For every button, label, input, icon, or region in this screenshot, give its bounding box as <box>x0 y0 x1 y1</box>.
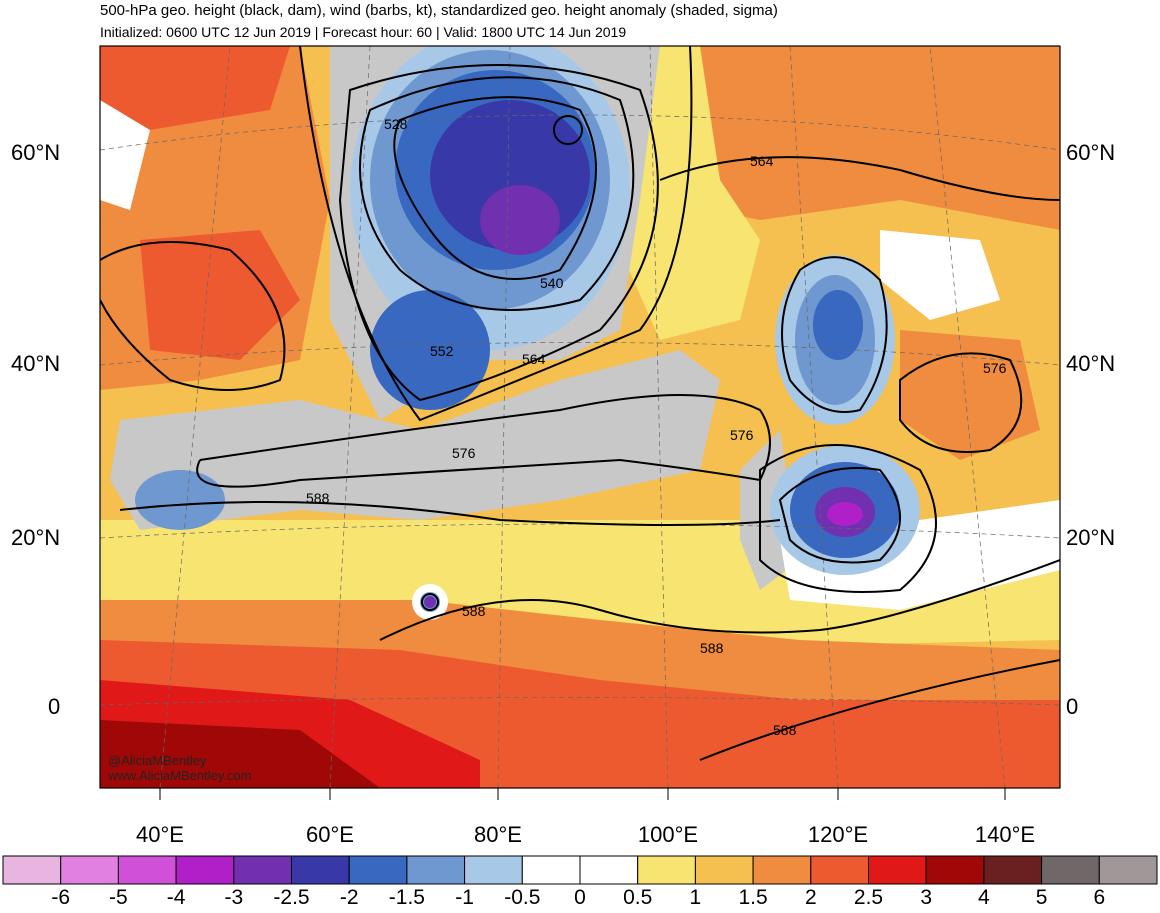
contour-label-564: 564 <box>522 351 546 367</box>
lon-label-40e: 40°E <box>136 822 184 847</box>
lat-label-right-20n: 20°N <box>1066 525 1116 550</box>
lon-label-140e: 140°E <box>974 822 1036 847</box>
lat-label-right-60n: 60°N <box>1066 140 1116 165</box>
lat-label-left-0: 0 <box>48 694 61 719</box>
colorbar-swatch <box>868 855 927 885</box>
lat-label-left-20n: 20°N <box>11 525 61 550</box>
contour-label-588: 588 <box>306 490 330 506</box>
contour-label-588: 588 <box>462 603 486 619</box>
colorbar-swatch <box>983 855 1043 885</box>
colorbar-swatch <box>810 855 869 885</box>
colorbar-swatch <box>291 855 350 885</box>
lat-label-right-40n: 40°N <box>1066 351 1116 376</box>
colorbar-swatch <box>521 855 581 885</box>
lat-label-left-40n: 40°N <box>11 351 61 376</box>
contour-label-564: 564 <box>750 153 774 169</box>
colorbar-label: 2.5 <box>853 886 884 909</box>
colorbar-swatch <box>579 855 639 885</box>
colorbar-swatch <box>925 855 985 885</box>
contour-label-552: 552 <box>430 343 454 359</box>
colorbar-swatch <box>60 855 119 885</box>
contour-label-528: 528 <box>384 116 408 132</box>
colorbar-label: 2 <box>804 886 817 909</box>
watermark-handle: @AliciaMBentley <box>108 753 207 768</box>
anomaly-africa-darkred <box>100 720 380 788</box>
watermark-url: www.AliciaMBentley.com <box>108 768 252 783</box>
lon-ticks <box>159 788 1006 800</box>
colorbar-swatch <box>752 855 812 885</box>
contour-label-576: 576 <box>730 427 754 443</box>
contour-label-588: 588 <box>700 640 724 656</box>
lon-label-120e: 120°E <box>807 822 869 847</box>
low-middle-east <box>135 470 225 530</box>
colorbar-label: -4 <box>166 886 186 909</box>
contour-label-576: 576 <box>452 445 476 461</box>
colorbar-label: 4 <box>978 886 990 909</box>
colorbar-label: -3 <box>224 886 244 909</box>
colorbar-label: 1 <box>689 886 702 909</box>
low-manchuria-core <box>813 290 863 360</box>
colorbar-swatch <box>117 855 177 885</box>
anomaly-north-red <box>100 46 290 130</box>
contour-label-588: 588 <box>773 722 797 738</box>
anomaly-white-pacific <box>780 500 1060 610</box>
height-contours <box>100 46 1060 761</box>
lon-label-80e: 80°E <box>474 822 522 847</box>
colorbar-swatch <box>2 855 62 885</box>
colorbar-label: 6 <box>1093 886 1106 909</box>
colorbar-swatch <box>1041 855 1100 885</box>
anomaly-white-korea <box>880 230 1000 320</box>
colorbar-label: -1.5 <box>388 886 425 909</box>
colorbar-swatch <box>233 855 293 885</box>
low-central-asia-south <box>370 290 490 410</box>
map-frame <box>99 45 1061 789</box>
colorbar-label: 3 <box>920 886 933 909</box>
anomaly-europe-red <box>140 230 300 360</box>
lat-label-left-60n: 60°N <box>11 140 61 165</box>
colorbar-label: -5 <box>109 886 128 909</box>
colorbar-swatch <box>175 855 235 885</box>
colorbar-swatch <box>694 855 754 885</box>
colorbar-label: -6 <box>51 886 71 909</box>
contour-label-540: 540 <box>540 275 564 291</box>
colorbar-swatch <box>637 855 696 885</box>
colorbar-label: -0.5 <box>504 886 541 909</box>
colorbar <box>2 855 1158 885</box>
low-east-china-core <box>827 502 863 526</box>
colorbar-swatch <box>464 855 523 885</box>
colorbar-label: 0 <box>574 886 586 909</box>
anomaly-japan-orange <box>900 330 1040 460</box>
colorbar-label: 1.5 <box>738 886 768 909</box>
colorbar-label: -1 <box>455 886 474 909</box>
colorbar-swatch <box>1098 855 1158 885</box>
anomaly-field <box>100 46 1060 788</box>
map-subtitle: Initialized: 0600 UTC 12 Jun 2019 | Fore… <box>100 24 627 40</box>
colorbar-label: 5 <box>1035 886 1048 909</box>
lat-label-right-0: 0 <box>1066 694 1079 719</box>
lon-label-100e: 100°E <box>637 822 699 847</box>
contour-label-576: 576 <box>983 360 1007 376</box>
colorbar-label: -2 <box>339 886 359 909</box>
lon-label-60e: 60°E <box>306 822 354 847</box>
colorbar-label: 0.5 <box>623 886 653 909</box>
low-central-asia-core <box>480 185 560 255</box>
colorbar-label: -2.5 <box>273 886 310 909</box>
colorbar-swatch <box>348 855 408 885</box>
cyclone-core <box>424 596 436 608</box>
map-title: 500-hPa geo. height (black, dam), wind (… <box>100 2 778 19</box>
anomaly-white-scandinavia <box>100 100 150 210</box>
colorbar-swatch <box>406 855 466 885</box>
